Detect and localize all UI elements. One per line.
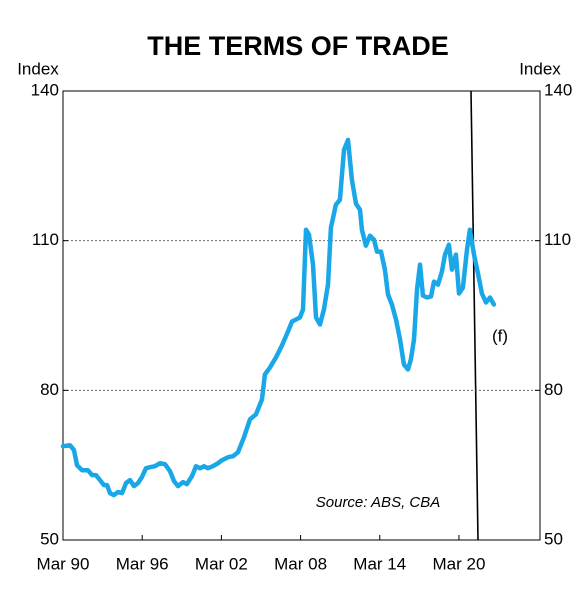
y2-tick-label: 80 [544, 380, 563, 399]
x-tick-label: Mar 90 [37, 554, 90, 573]
x-tick-label: Mar 14 [353, 554, 406, 573]
forecast-divider [470, 90, 479, 541]
y-tick-label: 80 [40, 380, 59, 399]
y2-tick-label: 50 [544, 529, 563, 548]
y2-axis-label: Index [519, 59, 561, 78]
x-tick-label: Mar 08 [274, 554, 327, 573]
y2-tick-label: 140 [544, 80, 572, 99]
chart-title: THE TERMS OF TRADE [147, 31, 449, 61]
plot-frame [62, 90, 541, 541]
y-tick-label: 140 [31, 80, 59, 99]
y2-tick-label: 110 [544, 230, 571, 249]
y-axis-label: Index [17, 59, 59, 78]
forecast-label: (f) [492, 326, 508, 345]
data-line [60, 137, 497, 498]
x-tick-label: Mar 96 [116, 554, 169, 573]
x-tick-label: Mar 20 [432, 554, 485, 573]
source-note: Source: ABS, CBA [316, 494, 441, 511]
y-tick-label: 110 [32, 230, 59, 249]
y-tick-label: 50 [40, 529, 59, 548]
x-tick-label: Mar 02 [195, 554, 248, 573]
